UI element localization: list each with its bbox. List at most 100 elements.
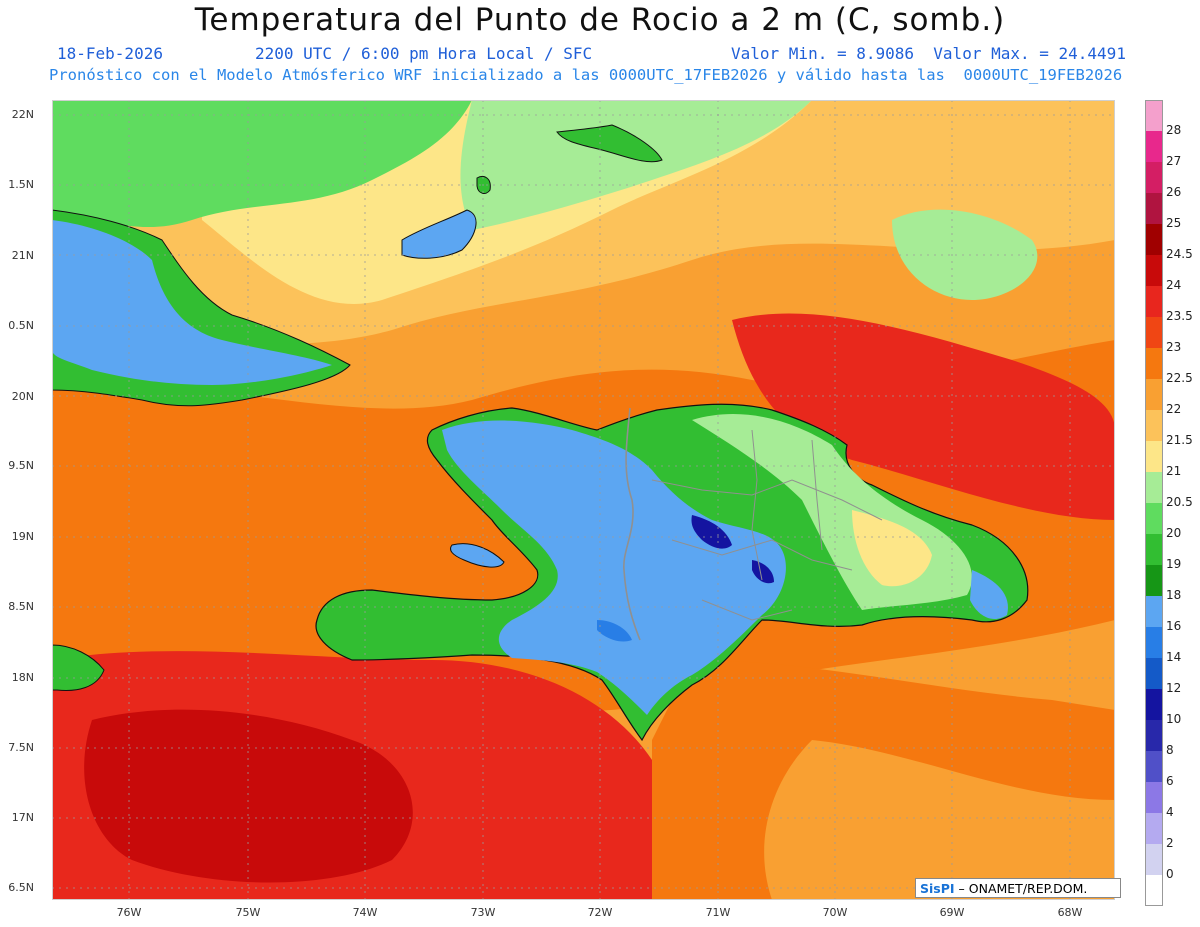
- colorbar-tick-label: 23.5: [1166, 309, 1193, 323]
- min-max-values: Valor Min. = 8.9086 Valor Max. = 24.4491: [731, 44, 1126, 63]
- colorbar-swatch: [1145, 596, 1163, 628]
- map-grid: [52, 100, 1115, 900]
- lon-label: 76W: [116, 906, 142, 919]
- lon-label: 73W: [470, 906, 496, 919]
- colorbar-tick-label: 6: [1166, 774, 1174, 788]
- land-cuba-blue: [52, 220, 332, 385]
- chart-title: Temperatura del Punto de Rocio a 2 m (C,…: [194, 2, 1006, 38]
- credit-box: SisPI – ONAMET/REP.DOM.: [915, 878, 1121, 898]
- land-hispaniola-deepblue2: [752, 560, 774, 584]
- land-acklins: [476, 176, 491, 194]
- lat-label: 8.5N: [8, 600, 34, 613]
- credit-text: – ONAMET/REP.DOM.: [958, 881, 1088, 896]
- colorbar-swatch: [1145, 472, 1163, 504]
- land-dr-east-yellow: [852, 510, 932, 587]
- colorbar-tick-label: 26: [1166, 185, 1182, 199]
- colorbar-swatch: [1145, 255, 1163, 287]
- lon-label: 71W: [705, 906, 731, 919]
- lat-label: 19N: [11, 530, 34, 543]
- colorbar-swatch: [1145, 100, 1163, 132]
- forecast-date: 18-Feb-2026: [57, 44, 163, 63]
- sea-field-se-mild: [764, 740, 1115, 900]
- land-caicos: [556, 124, 663, 163]
- land-hispaniola-deepblue3: [597, 620, 632, 642]
- colorbar-swatch: [1145, 875, 1163, 906]
- colorbar-swatch: [1145, 813, 1163, 845]
- colorbar-swatch: [1145, 534, 1163, 566]
- lon-label: 75W: [235, 906, 261, 919]
- colorbar-tick-label: 12: [1166, 681, 1182, 695]
- colorbar-tick-label: 16: [1166, 619, 1182, 633]
- colorbar-tick-label: 25: [1166, 216, 1182, 230]
- colorbar-swatch: [1145, 348, 1163, 380]
- colorbar-tick-label: 28: [1166, 123, 1182, 137]
- colorbar-tick-label: 20: [1166, 526, 1182, 540]
- colorbar-swatch: [1145, 689, 1163, 721]
- colorbar-tick-label: 19: [1166, 557, 1182, 571]
- colorbar-tick-label: 22.5: [1166, 371, 1193, 385]
- colorbar-tick-label: 18: [1166, 588, 1182, 602]
- colorbar-swatch: [1145, 844, 1163, 876]
- sea-field-north-lightgreen: [460, 100, 812, 230]
- lat-label: 7.5N: [8, 741, 34, 754]
- lat-label: 17N: [11, 811, 34, 824]
- colorbar-swatch: [1145, 441, 1163, 473]
- colorbar-swatch: [1145, 751, 1163, 783]
- lon-label: 72W: [587, 906, 613, 919]
- lon-label: 70W: [822, 906, 848, 919]
- colorbar-swatch: [1145, 658, 1163, 690]
- lat-label: 21N: [11, 249, 34, 262]
- lat-label: 9.5N: [8, 459, 34, 472]
- colorbar-tick-label: 27: [1166, 154, 1182, 168]
- colorbar-tick-label: 20.5: [1166, 495, 1193, 509]
- colorbar: [1145, 100, 1163, 906]
- colorbar-tick-label: 21.5: [1166, 433, 1193, 447]
- colorbar-swatch: [1145, 503, 1163, 535]
- colorbar-tick-label: 4: [1166, 805, 1174, 819]
- colorbar-tick-label: 8: [1166, 743, 1174, 757]
- colorbar-swatch: [1145, 410, 1163, 442]
- lat-label: 22N: [11, 108, 34, 121]
- colorbar-tick-label: 23: [1166, 340, 1182, 354]
- province-borders: [651, 429, 883, 621]
- land-gonave: [450, 543, 505, 568]
- colorbar-tick-label: 14: [1166, 650, 1182, 664]
- colorbar-tick-label: 24.5: [1166, 247, 1193, 261]
- lon-label: 74W: [352, 906, 378, 919]
- lon-label: 69W: [939, 906, 965, 919]
- sea-field-ne-green: [892, 209, 1038, 300]
- colorbar-swatch: [1145, 782, 1163, 814]
- sispi-logo: SisPI: [920, 881, 955, 896]
- lat-label: 6.5N: [8, 881, 34, 894]
- forecast-time: 2200 UTC / 6:00 pm Hora Local / SFC: [255, 44, 593, 63]
- colorbar-swatch: [1145, 317, 1163, 349]
- colorbar-swatch: [1145, 162, 1163, 194]
- colorbar-tick-label: 2: [1166, 836, 1174, 850]
- lon-label: 68W: [1057, 906, 1083, 919]
- lat-label: 1.5N: [8, 178, 34, 191]
- colorbar-tick-label: 10: [1166, 712, 1182, 726]
- model-info: Pronóstico con el Modelo Atmósferico WRF…: [49, 66, 1123, 84]
- colorbar-tick-label: 22: [1166, 402, 1182, 416]
- colorbar-swatch: [1145, 193, 1163, 225]
- sea-field-north-green: [52, 100, 472, 228]
- colorbar-swatch: [1145, 379, 1163, 411]
- sea-field-sw-deep: [84, 709, 413, 883]
- colorbar-tick-label: 0: [1166, 867, 1174, 881]
- colorbar-swatch: [1145, 720, 1163, 752]
- land-jamaica: [52, 644, 105, 691]
- land-inagua: [401, 209, 477, 259]
- colorbar-swatch: [1145, 286, 1163, 318]
- colorbar-swatch: [1145, 627, 1163, 659]
- colorbar-swatch: [1145, 224, 1163, 256]
- colorbar-tick-label: 24: [1166, 278, 1182, 292]
- lat-label: 0.5N: [8, 319, 34, 332]
- haiti-dr-border: [623, 407, 641, 641]
- colorbar-swatch: [1145, 131, 1163, 163]
- land-hispaniola-blue: [442, 420, 786, 715]
- colorbar-tick-label: 21: [1166, 464, 1182, 478]
- sea-field-ne-hot: [732, 313, 1115, 520]
- colorbar-swatch: [1145, 565, 1163, 597]
- lat-label: 20N: [11, 390, 34, 403]
- lat-label: 18N: [11, 671, 34, 684]
